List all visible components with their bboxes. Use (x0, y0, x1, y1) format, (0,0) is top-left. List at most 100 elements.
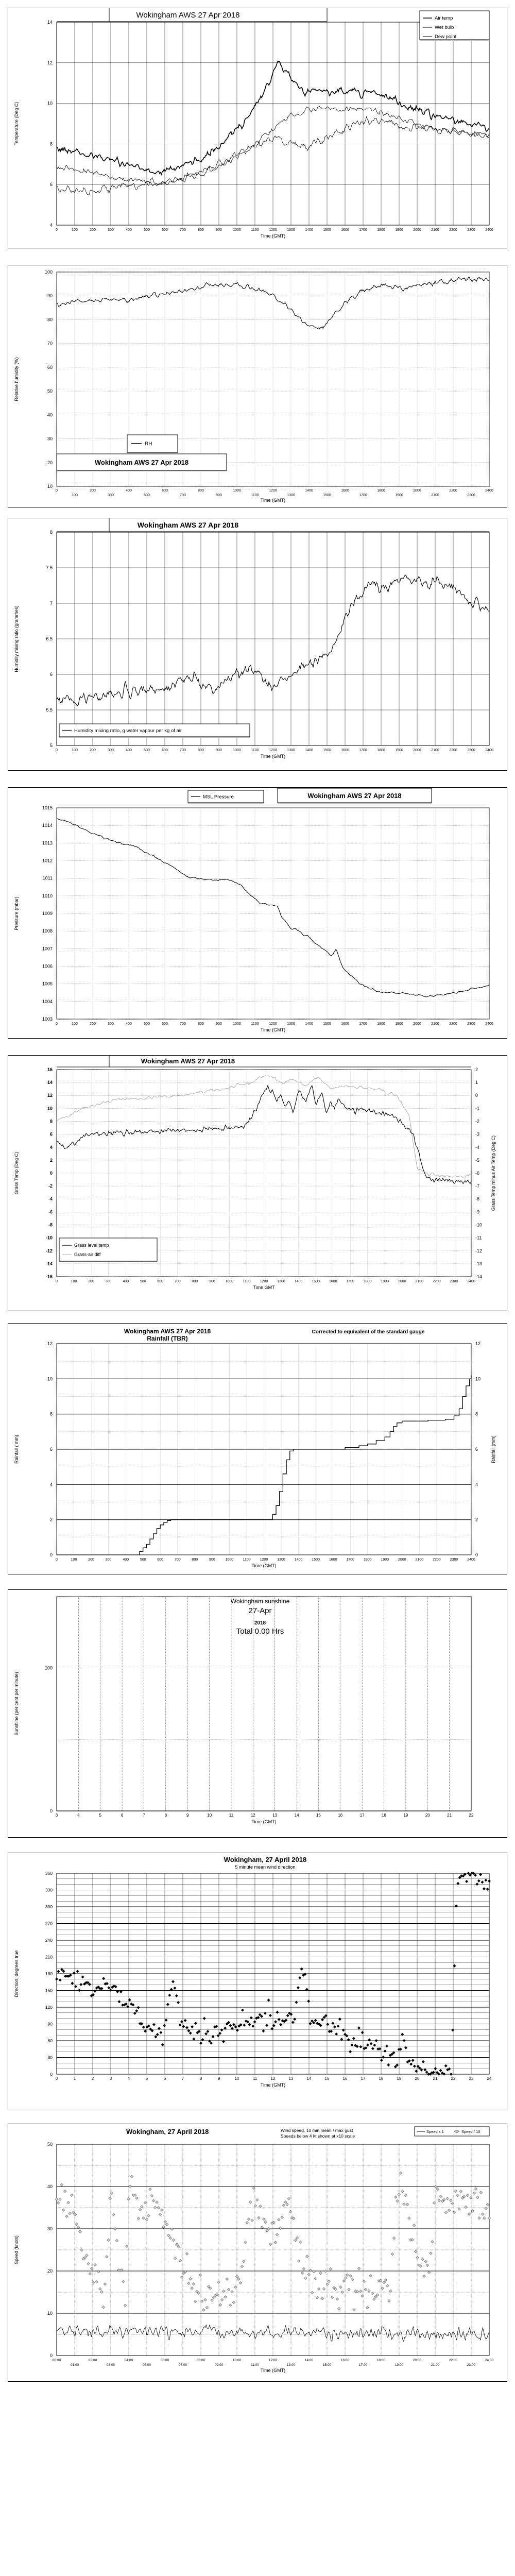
svg-text:Speed / 10: Speed / 10 (461, 2129, 480, 2134)
svg-text:12: 12 (47, 1093, 53, 1098)
svg-text:Rainfall ( mm): Rainfall ( mm) (14, 1435, 19, 1464)
svg-text:16: 16 (343, 2076, 348, 2081)
svg-text:0: 0 (50, 1171, 53, 1176)
svg-text:20: 20 (47, 2268, 53, 2274)
svg-text:2: 2 (50, 1517, 53, 1522)
svg-text:01:00: 01:00 (71, 2363, 79, 2367)
svg-text:7: 7 (50, 601, 53, 606)
svg-text:900: 900 (216, 749, 222, 752)
svg-text:12: 12 (475, 1341, 480, 1346)
svg-text:8: 8 (50, 1412, 53, 1417)
svg-text:2400: 2400 (485, 1022, 493, 1026)
svg-text:1500: 1500 (312, 1558, 320, 1562)
svg-text:-8: -8 (48, 1223, 53, 1228)
svg-text:19: 19 (397, 2076, 402, 2081)
svg-text:900: 900 (216, 494, 222, 497)
svg-text:1700: 1700 (359, 749, 367, 752)
svg-text:1400: 1400 (295, 1280, 303, 1283)
svg-text:10: 10 (47, 101, 53, 106)
svg-text:-11: -11 (475, 1235, 482, 1241)
svg-text:1200: 1200 (269, 1022, 277, 1026)
svg-text:400: 400 (123, 1558, 129, 1562)
svg-text:600: 600 (162, 749, 168, 752)
svg-text:120: 120 (45, 2005, 53, 2010)
svg-text:200: 200 (90, 1022, 96, 1026)
svg-text:Wet bulb: Wet bulb (435, 25, 454, 30)
svg-text:2200: 2200 (449, 489, 457, 493)
svg-text:1800: 1800 (377, 749, 385, 752)
svg-text:1: 1 (475, 1080, 478, 1085)
svg-text:400: 400 (123, 1280, 129, 1283)
svg-text:Rainfall (mm): Rainfall (mm) (491, 1435, 496, 1463)
svg-text:12: 12 (271, 2076, 276, 2081)
svg-text:02:00: 02:00 (89, 2359, 97, 2362)
svg-text:1400: 1400 (305, 228, 313, 232)
svg-text:2100: 2100 (431, 494, 439, 497)
svg-text:1100: 1100 (251, 228, 259, 232)
svg-text:400: 400 (126, 1022, 132, 1026)
svg-text:2100: 2100 (416, 1280, 424, 1283)
svg-text:2000: 2000 (413, 228, 421, 232)
svg-text:40: 40 (47, 2184, 53, 2189)
svg-text:800: 800 (198, 228, 204, 232)
svg-text:2200: 2200 (449, 1022, 457, 1026)
svg-text:14: 14 (47, 1080, 53, 1085)
svg-text:07:00: 07:00 (179, 2363, 187, 2367)
svg-text:2300: 2300 (467, 228, 475, 232)
svg-text:Speeds below 4 kt shown at x10: Speeds below 4 kt shown at x10 scale (281, 2133, 355, 2139)
svg-text:-5: -5 (475, 1158, 479, 1163)
svg-text:100: 100 (72, 1022, 78, 1026)
svg-text:1800: 1800 (377, 228, 385, 232)
svg-text:5: 5 (99, 1813, 101, 1818)
svg-text:Air temp: Air temp (435, 15, 453, 21)
svg-text:10: 10 (47, 1106, 53, 1111)
svg-text:Rainfall (TBR): Rainfall (TBR) (147, 1335, 187, 1342)
svg-text:10: 10 (47, 484, 53, 489)
svg-text:0: 0 (50, 1808, 53, 1814)
svg-text:04:00: 04:00 (125, 2359, 133, 2362)
svg-text:2100: 2100 (416, 1558, 424, 1562)
svg-text:6: 6 (50, 672, 53, 677)
svg-text:1100: 1100 (251, 494, 259, 497)
svg-text:500: 500 (144, 494, 150, 497)
svg-text:6: 6 (121, 1813, 124, 1818)
svg-text:Grass-air diff: Grass-air diff (74, 1252, 101, 1257)
svg-text:30: 30 (48, 2055, 53, 2060)
svg-text:8: 8 (165, 1813, 167, 1818)
svg-text:1800: 1800 (364, 1558, 372, 1562)
svg-text:800: 800 (198, 489, 204, 493)
svg-text:Dew point: Dew point (435, 34, 457, 40)
svg-text:08:00: 08:00 (197, 2359, 205, 2362)
svg-text:1100: 1100 (243, 1558, 250, 1562)
svg-text:1700: 1700 (346, 1558, 354, 1562)
svg-text:700: 700 (180, 494, 186, 497)
svg-text:18: 18 (379, 2076, 384, 2081)
svg-text:1008: 1008 (42, 928, 53, 934)
svg-text:1700: 1700 (359, 1022, 367, 1026)
svg-text:700: 700 (175, 1558, 181, 1562)
svg-text:Wokingham, 27 April 2018: Wokingham, 27 April 2018 (224, 1856, 306, 1863)
svg-text:18:00: 18:00 (377, 2359, 386, 2362)
svg-text:1700: 1700 (359, 228, 367, 232)
svg-text:1900: 1900 (395, 1022, 403, 1026)
svg-text:0: 0 (56, 2076, 58, 2081)
svg-text:2100: 2100 (431, 1022, 439, 1026)
svg-text:900: 900 (209, 1280, 215, 1283)
svg-text:1010: 1010 (42, 893, 53, 899)
svg-text:Wokingham AWS 27 Apr 2018: Wokingham AWS 27 Apr 2018 (136, 11, 240, 20)
svg-text:10: 10 (235, 2076, 239, 2081)
svg-text:200: 200 (90, 489, 96, 493)
svg-text:9: 9 (218, 2076, 220, 2081)
svg-text:23:00: 23:00 (467, 2363, 476, 2367)
svg-text:14: 14 (47, 20, 53, 25)
svg-text:600: 600 (162, 489, 168, 493)
svg-text:-10: -10 (46, 1235, 53, 1241)
svg-text:1003: 1003 (42, 1016, 53, 1022)
svg-text:1300: 1300 (277, 1280, 285, 1283)
svg-text:Grass Temp minus Air Temp (Deg: Grass Temp minus Air Temp (Deg C) (491, 1136, 496, 1211)
svg-text:13: 13 (289, 2076, 294, 2081)
svg-text:Pressure (mbar): Pressure (mbar) (14, 896, 19, 930)
svg-text:700: 700 (175, 1280, 181, 1283)
svg-text:1600: 1600 (341, 1022, 349, 1026)
svg-text:Time (GMT): Time (GMT) (261, 2082, 285, 2088)
